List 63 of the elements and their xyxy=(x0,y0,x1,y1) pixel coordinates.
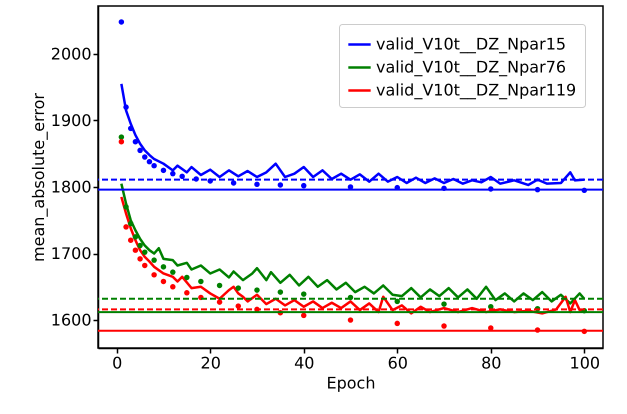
point xyxy=(216,282,222,288)
point xyxy=(198,278,204,284)
point xyxy=(394,298,400,304)
point xyxy=(151,257,157,263)
point xyxy=(278,182,284,188)
point xyxy=(132,234,138,240)
point xyxy=(118,19,124,25)
point xyxy=(441,301,447,307)
point xyxy=(132,247,138,253)
point xyxy=(160,278,166,284)
x-tick-label: 60 xyxy=(388,354,408,372)
point xyxy=(151,162,157,168)
x-tick-label: 0 xyxy=(112,354,122,372)
point xyxy=(128,220,134,226)
point xyxy=(123,204,129,210)
x-tick-label: 40 xyxy=(294,354,314,372)
point xyxy=(394,320,400,326)
point xyxy=(184,290,190,296)
point xyxy=(146,158,152,164)
y-axis-title: mean_absolute_error xyxy=(28,92,48,262)
point xyxy=(118,139,124,144)
point xyxy=(123,224,129,230)
point xyxy=(348,317,354,323)
point xyxy=(142,262,148,268)
point xyxy=(236,285,242,291)
point xyxy=(160,264,166,270)
point xyxy=(123,104,129,110)
point xyxy=(179,174,185,180)
point xyxy=(301,182,306,188)
point xyxy=(216,299,222,305)
point xyxy=(301,312,306,318)
point xyxy=(132,139,138,144)
x-axis-title: Epoch xyxy=(326,374,376,392)
point xyxy=(236,303,242,309)
point xyxy=(142,249,148,255)
point xyxy=(137,256,143,262)
point xyxy=(441,323,447,329)
legend-label: valid_V10t__DZ_Npar15 xyxy=(376,34,566,54)
x-tick-label: 80 xyxy=(481,354,502,372)
legend-label: valid_V10t__DZ_Npar76 xyxy=(376,58,566,76)
point xyxy=(254,182,260,188)
point xyxy=(184,274,190,280)
point xyxy=(170,269,176,275)
point xyxy=(160,168,166,174)
x-tick-label: 20 xyxy=(200,354,221,372)
point xyxy=(301,291,306,297)
point xyxy=(137,242,143,248)
y-tick-label: 1600 xyxy=(50,310,92,330)
point xyxy=(170,170,176,176)
point xyxy=(230,180,236,186)
point xyxy=(254,287,260,293)
point xyxy=(137,148,143,154)
point xyxy=(128,237,134,243)
point xyxy=(142,154,148,160)
point xyxy=(278,289,284,295)
x-tick-label: 100 xyxy=(570,354,600,372)
y-tick-label: 1800 xyxy=(50,177,92,196)
point xyxy=(170,284,176,290)
y-tick-label: 1900 xyxy=(50,110,92,130)
point xyxy=(151,272,157,278)
legend-label: valid_V10t__DZ_Npar119 xyxy=(376,80,576,100)
y-tick-label: 1700 xyxy=(50,244,92,264)
y-tick-label: 2000 xyxy=(50,44,92,64)
